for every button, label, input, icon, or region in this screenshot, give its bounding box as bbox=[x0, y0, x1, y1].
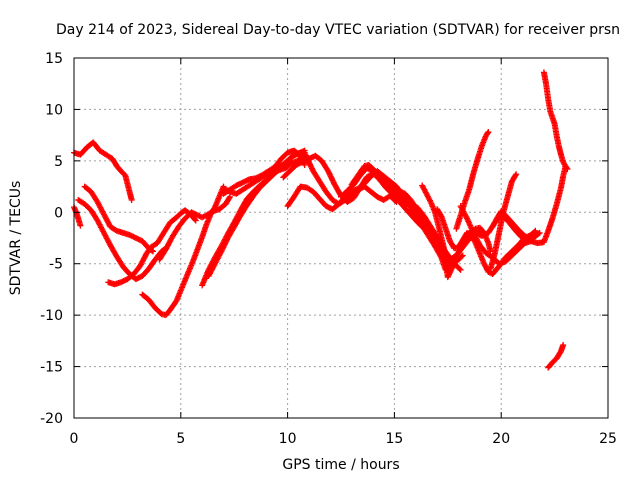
series-arc7 bbox=[156, 193, 233, 263]
y-tick-label: 0 bbox=[54, 205, 63, 221]
y-tick-label: 5 bbox=[54, 154, 63, 170]
series-arc2 bbox=[71, 204, 84, 229]
data-point-marker bbox=[563, 165, 570, 172]
x-tick-label: 25 bbox=[599, 431, 617, 447]
data-point-marker bbox=[564, 166, 571, 173]
data-point-marker bbox=[560, 341, 567, 348]
data-point-marker bbox=[77, 222, 84, 229]
data-point-marker bbox=[401, 201, 408, 208]
data-point-marker bbox=[301, 161, 308, 168]
grid-lines bbox=[74, 58, 608, 418]
data-point-marker bbox=[301, 147, 308, 154]
data-point-marker bbox=[531, 228, 538, 235]
plot-frame bbox=[73, 57, 609, 419]
x-tick-label: 5 bbox=[176, 431, 185, 447]
series-arc24 bbox=[348, 161, 409, 210]
data-point-marker bbox=[191, 216, 198, 223]
y-tick-label: -5 bbox=[49, 257, 63, 273]
series-arc22 bbox=[545, 341, 567, 371]
data-marks bbox=[71, 69, 571, 371]
series-arc17 bbox=[453, 129, 492, 232]
x-tick-label: 10 bbox=[279, 431, 297, 447]
data-point-marker bbox=[513, 171, 520, 178]
y-tick-labels: 15 10 5 0 -5 -10 -15 -20 bbox=[40, 51, 63, 427]
series-arc21 bbox=[540, 69, 571, 173]
axis-ticks bbox=[73, 57, 609, 419]
x-tick-label: 15 bbox=[385, 431, 403, 447]
data-point-marker bbox=[512, 172, 519, 179]
data-point-marker bbox=[532, 227, 539, 234]
series-arc4 bbox=[81, 183, 157, 255]
data-point-marker bbox=[535, 230, 542, 237]
series-arc19 bbox=[487, 171, 520, 272]
data-point-marker bbox=[485, 129, 492, 136]
x-tick-label: 0 bbox=[70, 431, 79, 447]
data-point-marker bbox=[226, 193, 233, 200]
data-point-marker bbox=[402, 203, 409, 210]
series-arc3 bbox=[75, 196, 169, 283]
data-point-marker bbox=[457, 266, 464, 273]
series-arc23 bbox=[220, 147, 308, 197]
series-arc20 bbox=[489, 164, 569, 247]
series-arc5 bbox=[105, 207, 199, 288]
y-tick-label: -20 bbox=[40, 411, 63, 427]
x-tick-label: 20 bbox=[492, 431, 510, 447]
data-point-marker bbox=[459, 252, 466, 259]
data-point-marker bbox=[192, 217, 199, 224]
y-axis-title: SDTVAR / TECUs bbox=[8, 181, 24, 296]
y-tick-label: -15 bbox=[40, 360, 63, 376]
data-point-marker bbox=[456, 265, 463, 272]
data-point-marker bbox=[536, 229, 543, 236]
series-arc1 bbox=[71, 139, 135, 203]
x-tick-labels: 0 5 10 15 20 25 bbox=[70, 431, 617, 447]
y-tick-label: -10 bbox=[40, 308, 63, 324]
chart-title: Day 214 of 2023, Sidereal Day-to-day VTE… bbox=[56, 22, 620, 38]
data-point-marker bbox=[128, 196, 135, 203]
y-tick-label: 15 bbox=[45, 51, 63, 67]
y-tick-label: 10 bbox=[45, 102, 63, 118]
x-axis-title: GPS time / hours bbox=[282, 457, 399, 473]
series-arc8 bbox=[199, 149, 312, 289]
data-point-marker bbox=[226, 195, 233, 202]
data-point-marker bbox=[484, 130, 491, 137]
